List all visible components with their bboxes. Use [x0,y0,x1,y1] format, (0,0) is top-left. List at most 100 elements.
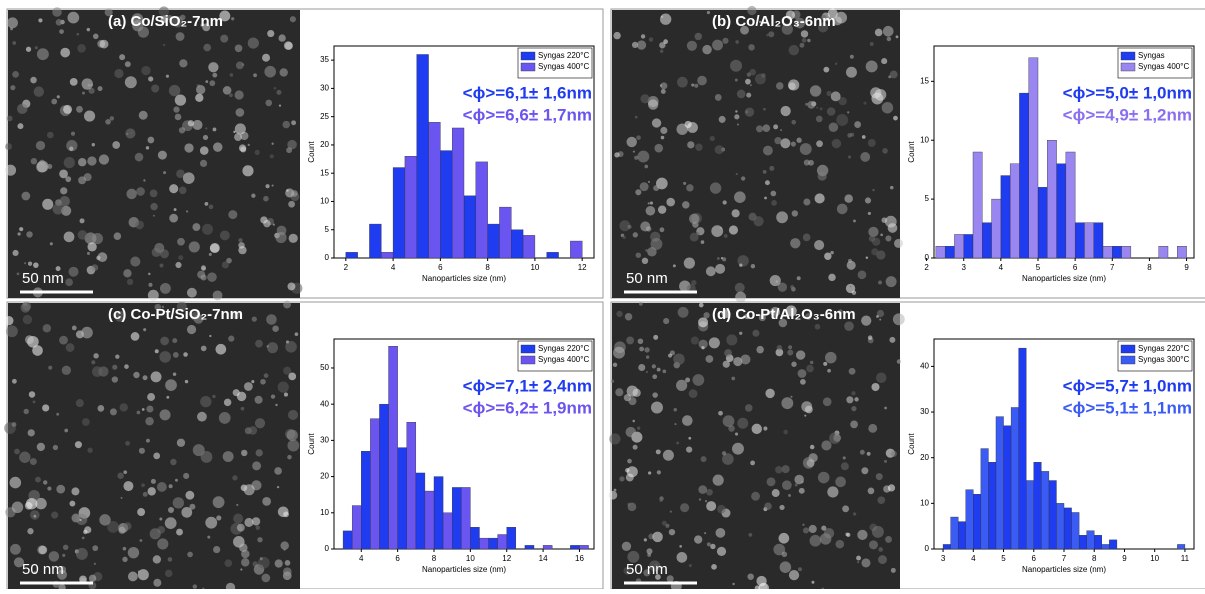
particle [159,263,164,268]
particle [840,462,849,471]
particle [255,525,260,530]
particle [704,532,707,535]
particle [126,132,129,135]
particle [118,526,126,534]
particle [697,75,707,86]
particle [711,563,717,570]
particle [122,546,127,551]
bar [972,151,983,259]
particle [709,182,722,194]
particle [203,43,212,52]
x-tick-label: 4 [391,263,396,272]
particle [875,473,883,481]
bar [369,223,382,259]
particle [632,150,635,153]
particle [686,446,693,453]
panel-frame [610,8,1205,299]
particle [853,512,857,516]
particle [183,472,190,480]
particle [99,514,111,526]
particle [643,538,647,542]
particle [19,451,31,463]
particle [86,27,91,32]
particle [286,147,293,154]
particle [130,131,133,135]
x-tick-label: 12 [502,554,511,563]
particle [822,397,832,407]
particle [136,187,145,196]
particle [645,226,652,232]
particle [717,504,726,514]
x-tick-label: 6 [1073,263,1078,272]
particle [739,263,743,267]
particle [6,115,13,122]
particle [20,302,31,313]
particle [229,93,233,98]
particle [36,442,46,452]
particle [686,184,694,192]
particle [92,33,99,40]
particle [889,70,898,79]
legend-swatch [520,51,536,61]
particle [885,535,892,543]
particle [756,125,764,133]
particle [22,314,33,325]
particle [209,242,220,253]
particle [197,411,207,422]
particle [147,487,156,496]
particle [847,258,852,263]
particle [176,301,187,312]
particle [698,339,708,349]
particle [882,148,888,154]
panel-title: (b) Co/Al₂O₃-6nm [712,13,836,30]
particle [105,118,111,125]
legend-swatch [520,62,536,72]
particle [55,19,63,26]
particle [141,483,145,488]
y-axis-label: Count [907,433,916,455]
y-tick-label: 0 [925,544,930,553]
particle [21,191,31,201]
particle [23,408,29,415]
particle [212,290,223,301]
particle [814,323,821,330]
particle [705,266,716,277]
particle [662,449,674,461]
particle [653,334,659,340]
particle [771,489,780,497]
particle [734,432,739,436]
particle [779,504,785,511]
particle [10,543,21,555]
particle [263,373,269,378]
particle [867,487,875,495]
particle [661,520,667,526]
particle [847,111,850,114]
particle [731,376,736,381]
particle [791,210,799,217]
particle [137,569,149,581]
particle [740,354,751,365]
particle [197,270,206,279]
particle [787,349,794,356]
particle [689,213,700,225]
particle [254,149,260,156]
particle [175,261,182,269]
particle [124,61,131,68]
particle [761,73,766,78]
particle [114,310,126,322]
x-tick-label: 3 [961,263,966,272]
x-tick-label: 6 [438,263,443,272]
particle [781,551,788,558]
particle [231,17,235,21]
particle [876,250,886,260]
particle [647,180,651,183]
bar [1112,246,1122,259]
particle [890,450,897,457]
particle [275,231,287,244]
particle [157,538,169,550]
y-tick-label: 15 [920,76,929,85]
particle [880,233,883,237]
particle [86,251,91,255]
bar [451,487,462,550]
particle [751,491,761,501]
